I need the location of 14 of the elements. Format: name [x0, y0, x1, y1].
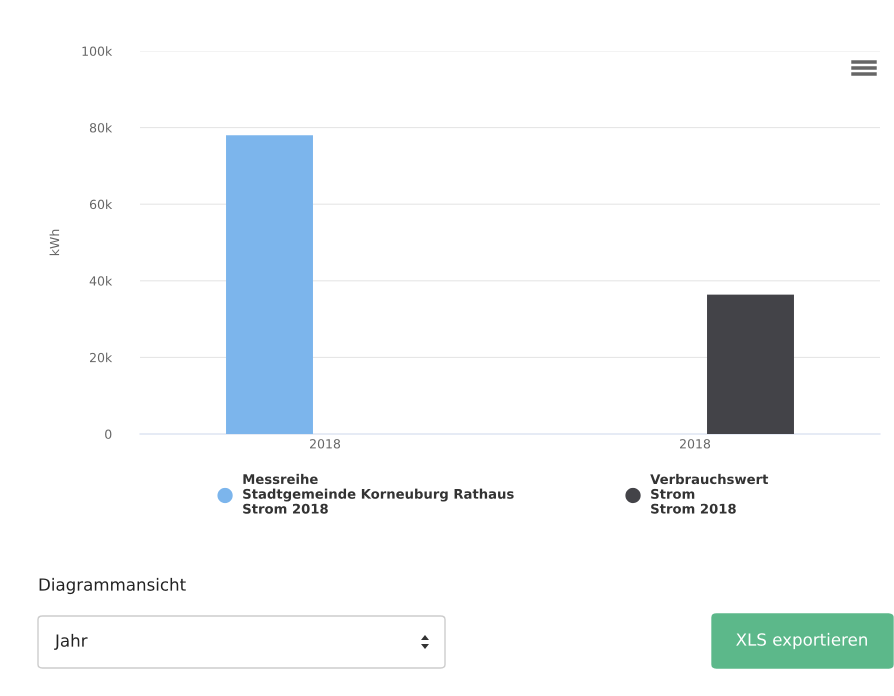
y-tick-label: 40k [90, 276, 112, 286]
legend-label: Messreihe Stadtgemeinde Korneuburg Rathaus Strom 2018 [243, 474, 514, 514]
y-tick-label: 20k [90, 352, 112, 362]
y-tick-label: 0 [105, 429, 112, 439]
y-tick-label: 60k [90, 199, 112, 210]
text: Jahr [54, 634, 88, 650]
text: Diagrammansicht [40, 578, 186, 594]
legend-label: Verbrauchswert Strom Strom 2018 [650, 474, 768, 514]
text: XLS exportieren [736, 632, 867, 650]
y-tick-label: 80k [90, 122, 112, 133]
y-tick-label: 100k [82, 46, 112, 56]
x-tick-label: 2018 [310, 439, 340, 449]
y-axis-title: kWh [50, 230, 60, 256]
x-tick-label: 2018 [680, 439, 710, 449]
